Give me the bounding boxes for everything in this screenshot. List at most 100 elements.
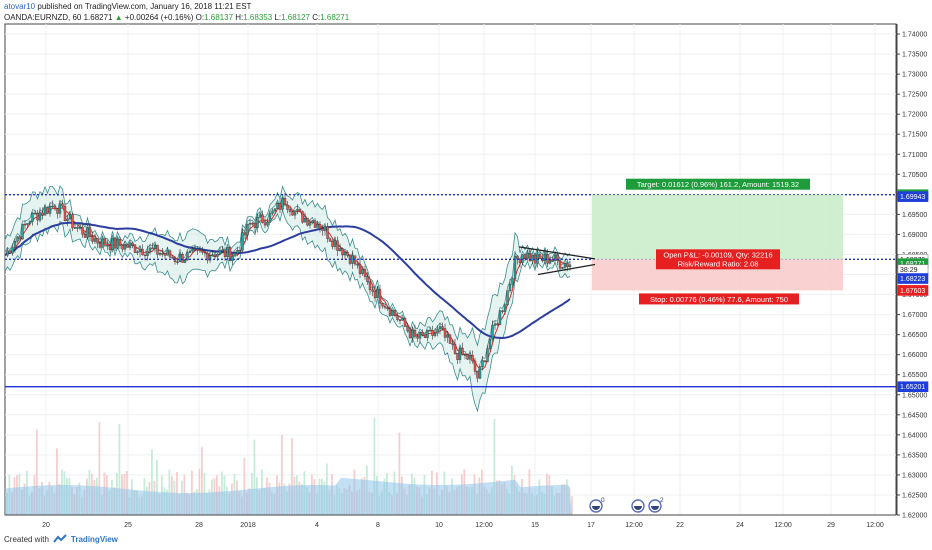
time-axis: 20 25 28 2018 4 8 10 12:00 15 17 12:00 22 24 12:00 29 1…: [5, 514, 896, 529]
candle-body: [288, 209, 292, 212]
candle-body: [21, 223, 24, 240]
created-with-label: Created with: [4, 534, 49, 544]
candle-body: [416, 336, 419, 339]
candle-body: [176, 261, 179, 263]
candle-body: [411, 329, 414, 339]
candle-body: [26, 223, 29, 225]
candle-body: [251, 222, 254, 225]
candle-body: [148, 247, 152, 252]
last-price: 1.68271: [83, 13, 113, 22]
candle-body: [281, 198, 284, 210]
price-axis: 1.74000 1.73500 1.73000 1.72500 1.72000 1.715…: [896, 24, 929, 520]
candle-body: [513, 255, 517, 279]
candle-body: [246, 223, 249, 236]
candle-body: [266, 222, 269, 226]
candle-body: [258, 214, 262, 218]
candle-body: [186, 252, 189, 261]
candle-body: [371, 289, 374, 292]
candle-body: [523, 254, 527, 259]
price-tick-label: 1.65500: [902, 372, 927, 379]
candle-body: [96, 238, 99, 244]
price-change: +0.00264 (+0.16%): [124, 13, 194, 22]
candle-body: [383, 305, 387, 308]
tradingview-brand[interactable]: TradingView: [70, 534, 118, 544]
candle-body: [456, 353, 459, 360]
price-tick-label: 1.71000: [902, 152, 927, 159]
volume-bar: [571, 496, 573, 515]
candle-body: [226, 247, 229, 257]
candle-body: [83, 234, 87, 238]
price-tick-label: 1.72500: [902, 92, 927, 99]
candle-body: [378, 289, 382, 304]
candle-body: [48, 206, 52, 214]
price-label-tag: 1.65201: [897, 381, 929, 392]
open-label: O:: [195, 13, 205, 22]
volume-bar: [281, 435, 283, 515]
candle-body: [291, 211, 294, 216]
candle-body: [558, 260, 562, 269]
candle-body: [361, 269, 364, 274]
candle-body: [11, 247, 14, 254]
candle-body: [68, 214, 72, 220]
time-tick-label: 4: [315, 522, 319, 529]
candle-body: [181, 254, 184, 263]
time-tick-label: 8: [376, 522, 380, 529]
candle-body: [538, 254, 542, 259]
candle-body: [328, 238, 332, 242]
ohlc-line: OANDA:EURNZD, 60 1.68271 ▲ +0.00264 (+0.…: [4, 13, 349, 22]
candle-body: [116, 239, 119, 249]
candle-body: [336, 240, 339, 251]
time-tick-label: 24: [736, 522, 744, 529]
triangle-upper-trendline: [518, 246, 596, 260]
symbol-label[interactable]: OANDA:EURNZD, 60: [4, 13, 82, 22]
candle-body: [123, 244, 127, 250]
volume-ma-area: [5, 477, 572, 515]
candle-body: [481, 360, 484, 367]
candle-body: [126, 244, 129, 248]
author-link[interactable]: atovar10: [4, 2, 36, 11]
candle-body: [311, 220, 314, 224]
candle-body: [188, 250, 192, 253]
candle-body: [101, 238, 104, 248]
candle-body: [208, 255, 212, 261]
price-tick-label: 1.63500: [902, 452, 927, 459]
candle-body: [303, 217, 307, 223]
price-tick-label: 1.73000: [902, 72, 927, 79]
candle-body: [391, 310, 394, 316]
candle-body: [103, 238, 107, 246]
candle-body: [463, 354, 467, 356]
candle-body: [153, 244, 157, 250]
candle-body: [196, 249, 199, 251]
candle-body: [566, 263, 569, 267]
candle-body: [323, 226, 327, 231]
open-value: 1.68137: [204, 13, 234, 22]
candle-body: [163, 253, 167, 256]
candle-body: [38, 212, 42, 221]
time-tick-label: 22: [676, 522, 684, 529]
candle-body: [236, 250, 239, 254]
candle-body: [81, 227, 84, 235]
price-label-box: [897, 191, 929, 202]
candle-body: [418, 331, 422, 339]
candle-body: [98, 243, 102, 248]
candle-body: [143, 254, 147, 257]
candle-body: [218, 250, 222, 255]
price-label-box: [897, 285, 929, 296]
price-label-box: [897, 273, 929, 284]
candle-body: [18, 236, 22, 240]
candle-body: [296, 208, 299, 211]
close-label: C:: [312, 13, 321, 22]
price-label-text: 1.65201: [900, 384, 925, 391]
candles: [6, 193, 572, 383]
candle-body: [138, 248, 142, 253]
candle-body: [376, 289, 379, 299]
candle-body: [118, 239, 122, 246]
candle-body: [41, 212, 44, 216]
time-tick-label: 29: [827, 522, 835, 529]
candle-body: [453, 344, 457, 354]
candle-body: [31, 212, 34, 222]
risk-reward-label-text: Risk/Reward Ratio: 2.08: [678, 259, 759, 268]
time-tick-label: 12:00: [475, 522, 493, 529]
candle-body: [241, 232, 244, 251]
